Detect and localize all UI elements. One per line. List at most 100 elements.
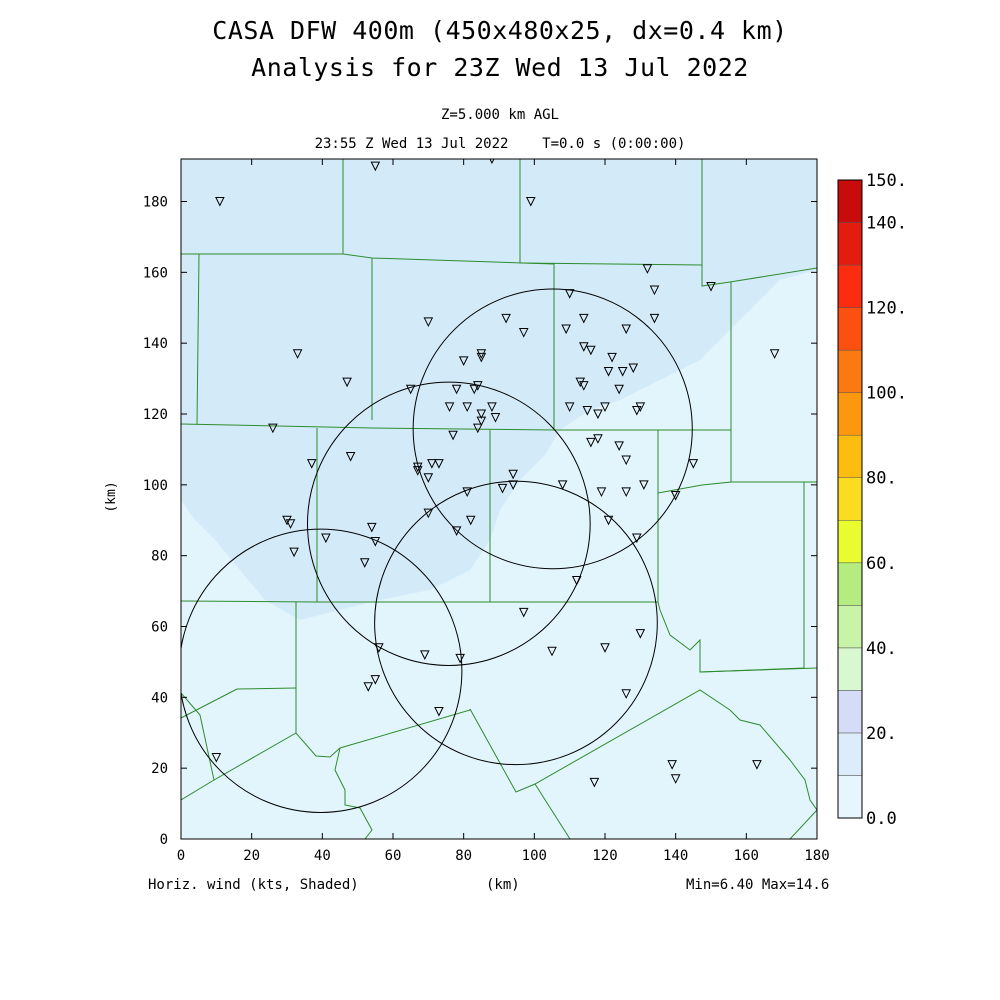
station-marker bbox=[564, 402, 575, 413]
station-marker bbox=[359, 558, 370, 568]
colorbar-label: 40. bbox=[866, 639, 897, 659]
colorbar-frame bbox=[837, 179, 863, 819]
station-marker bbox=[525, 197, 536, 207]
station-marker bbox=[589, 777, 600, 788]
station-marker bbox=[518, 328, 529, 338]
colorbar-label: 100. bbox=[866, 384, 907, 404]
x-tick-label: 60 bbox=[385, 848, 402, 864]
station-marker bbox=[670, 774, 681, 784]
station-marker bbox=[621, 455, 632, 466]
station-marker bbox=[448, 430, 458, 441]
station-marker bbox=[607, 352, 617, 363]
station-marker bbox=[476, 416, 487, 427]
station-marker bbox=[670, 490, 681, 501]
station-marker bbox=[434, 459, 444, 469]
colorbar-segment bbox=[837, 392, 863, 436]
station-marker bbox=[366, 522, 377, 533]
station-marker bbox=[370, 675, 381, 685]
field-description: Horiz. wind (kts, Shaded) bbox=[148, 877, 359, 893]
colorbar-segment bbox=[837, 690, 863, 734]
valid-time-label: 23:55 Z Wed 13 Jul 2022 T=0.0 s (0:00:00… bbox=[314, 136, 686, 152]
station-marker bbox=[465, 515, 476, 526]
x-tick-label: 140 bbox=[663, 848, 688, 864]
station-marker bbox=[582, 405, 593, 416]
wind-shaded-region bbox=[181, 159, 817, 620]
station-marker bbox=[631, 405, 642, 416]
station-marker bbox=[434, 707, 444, 717]
station-marker bbox=[561, 324, 571, 335]
y-tick-label: 180 bbox=[143, 195, 168, 211]
x-tick-label: 20 bbox=[243, 848, 260, 864]
colorbar-label: 150. bbox=[866, 171, 907, 191]
station-marker bbox=[639, 480, 649, 490]
station-marker bbox=[631, 533, 642, 544]
station-marker bbox=[497, 483, 508, 494]
colorbar-segment bbox=[837, 775, 863, 819]
station-marker bbox=[642, 264, 653, 274]
station-marker bbox=[423, 317, 434, 328]
colorbar-segment bbox=[837, 562, 863, 606]
station-marker bbox=[508, 480, 518, 490]
station-marker bbox=[617, 367, 628, 377]
y-tick-label: 100 bbox=[143, 478, 168, 494]
station-marker bbox=[649, 313, 660, 324]
station-marker bbox=[363, 682, 374, 692]
station-marker bbox=[628, 363, 639, 374]
station-marker bbox=[649, 285, 660, 296]
colorbar-segment bbox=[837, 349, 863, 393]
station-marker bbox=[635, 402, 646, 413]
station-marker bbox=[476, 352, 487, 363]
station-marker bbox=[578, 381, 589, 391]
station-marker bbox=[614, 384, 624, 395]
station-marker bbox=[423, 508, 434, 519]
colorbar: 0.0 20. 40. 60. 80. 100. 120. 140. 150. bbox=[837, 171, 907, 829]
y-axis-label: (km) bbox=[104, 481, 119, 512]
level-label: Z=5.000 km AGL bbox=[440, 107, 559, 123]
min-max-readout: Min=6.40 Max=14.6 bbox=[686, 877, 830, 893]
x-axis: 0 20 40 60 80 100 120 140 160 180 bbox=[177, 159, 830, 864]
station-markers bbox=[211, 159, 780, 788]
station-marker bbox=[490, 413, 501, 423]
station-marker bbox=[557, 480, 568, 490]
colorbar-segment bbox=[837, 605, 863, 649]
station-marker bbox=[593, 409, 603, 420]
station-marker bbox=[586, 345, 596, 356]
y-tick-label: 0 bbox=[160, 832, 168, 848]
station-marker bbox=[667, 760, 677, 770]
colorbar-segment bbox=[837, 307, 863, 351]
station-marker bbox=[586, 437, 596, 448]
chart-title-line1: CASA DFW 400m (450x480x25, dx=0.4 km) bbox=[212, 16, 788, 45]
station-marker bbox=[635, 629, 646, 639]
station-marker bbox=[487, 402, 497, 413]
x-axis-label: (km) bbox=[486, 877, 520, 893]
x-tick-label: 100 bbox=[522, 848, 547, 864]
station-marker bbox=[285, 519, 296, 529]
station-marker bbox=[600, 402, 610, 413]
colorbar-segment bbox=[837, 264, 863, 308]
station-marker bbox=[370, 161, 381, 172]
station-marker bbox=[427, 459, 437, 469]
station-marker bbox=[621, 324, 632, 335]
colorbar-segment bbox=[837, 434, 863, 478]
station-marker bbox=[462, 487, 473, 498]
x-tick-label: 160 bbox=[734, 848, 759, 864]
colorbar-segment bbox=[837, 520, 863, 564]
station-marker bbox=[321, 533, 331, 544]
station-marker bbox=[564, 289, 575, 299]
station-marker bbox=[614, 441, 624, 451]
y-tick-label: 140 bbox=[143, 336, 168, 352]
colorbar-segment bbox=[837, 222, 863, 266]
station-marker bbox=[292, 349, 303, 359]
station-marker bbox=[518, 607, 529, 618]
station-marker bbox=[688, 459, 699, 469]
station-marker bbox=[451, 384, 462, 395]
station-marker bbox=[501, 313, 511, 324]
station-marker bbox=[603, 367, 614, 377]
colorbar-segment bbox=[837, 732, 863, 776]
station-marker bbox=[578, 313, 589, 324]
station-marker bbox=[458, 356, 469, 366]
station-marker bbox=[374, 643, 384, 653]
x-tick-label: 120 bbox=[592, 848, 617, 864]
x-tick-label: 0 bbox=[177, 848, 185, 864]
